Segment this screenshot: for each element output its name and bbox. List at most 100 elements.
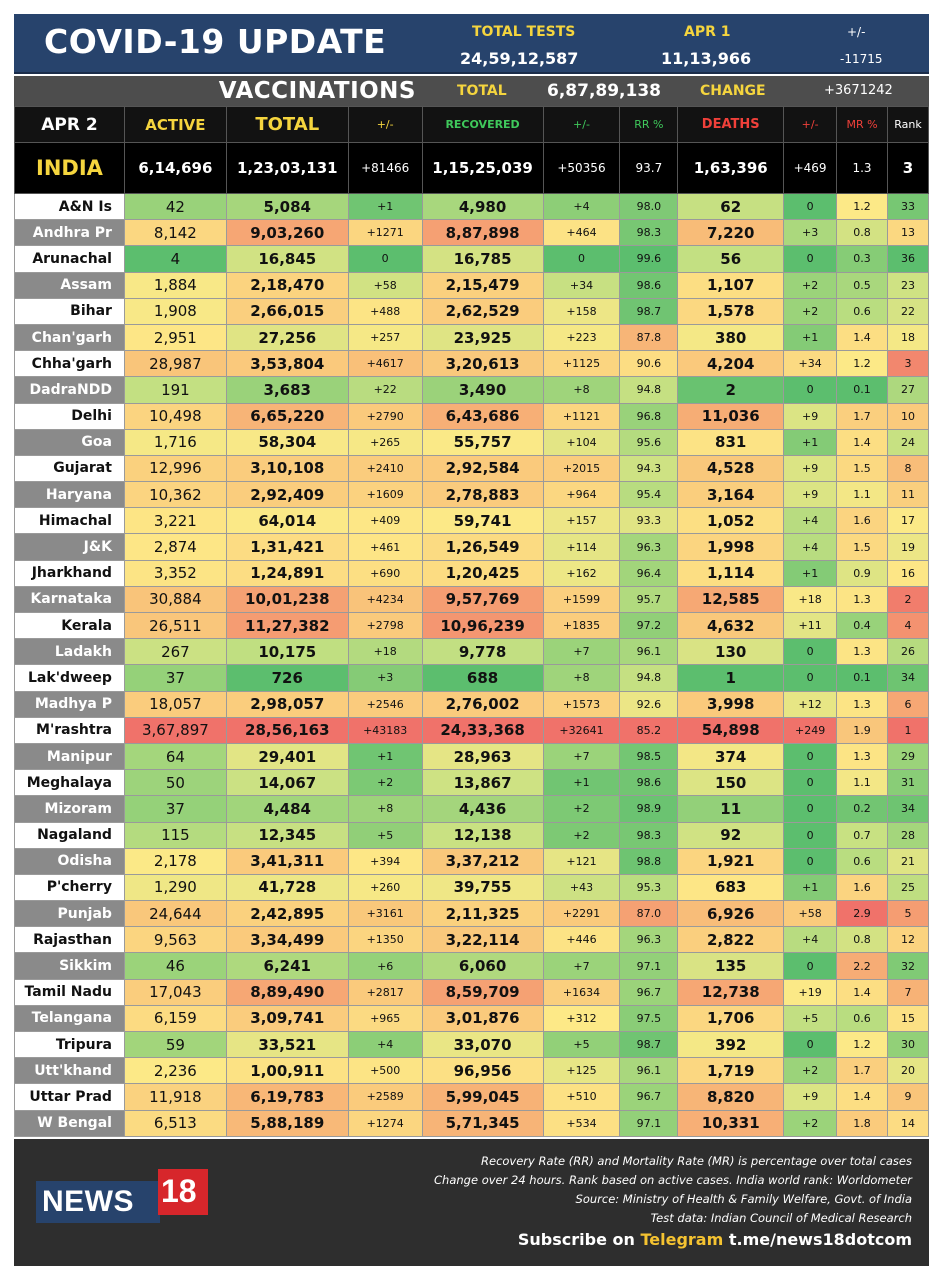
death-count: 62: [677, 192, 785, 221]
telegram-link[interactable]: t.me/news18dotcom: [728, 1230, 912, 1249]
recovered-change: +2: [542, 821, 621, 849]
total-change: +1271: [347, 219, 423, 247]
recovery-rate: 95.6: [619, 428, 679, 456]
deaths-change: +4: [783, 507, 838, 535]
india-recovered: 1,15,25,039: [421, 142, 544, 194]
death-count: 7,220: [677, 219, 785, 247]
recovered-cases: 2,92,584: [421, 454, 544, 483]
death-count: 1,114: [677, 559, 785, 587]
footer-note: Recovery Rate (RR) and Mortality Rate (M…: [481, 1154, 912, 1168]
rank: 31: [886, 769, 930, 797]
footer: NEWS 18 Recovery Rate (RR) and Mortality…: [14, 1139, 929, 1266]
recovery-rate: 97.2: [619, 611, 679, 640]
active-cases: 3,67,897: [123, 716, 227, 744]
mortality-rate: 1.5: [836, 454, 888, 483]
recovered-change: +121: [542, 847, 621, 875]
total-change: +965: [347, 1004, 423, 1033]
state-data-table: APR 2 ACTIVE TOTAL +/- RECOVERED +/- RR …: [14, 106, 930, 1137]
recovery-rate: 97.1: [619, 1109, 679, 1137]
state-name: Arunachal: [14, 245, 125, 273]
state-name: Goa: [14, 428, 125, 456]
state-name: Telangana: [14, 1004, 125, 1033]
table-row: Nagaland 115 12,345 +5 12,138 +2 98.3 92 0 0.7 28: [14, 821, 930, 849]
recovered-cases: 4,436: [421, 795, 544, 823]
logo-news-text: NEWS: [42, 1185, 134, 1218]
mortality-rate: 1.9: [836, 716, 888, 744]
state-name: A&N Is: [14, 192, 125, 221]
recovery-rate: 87.8: [619, 323, 679, 352]
recovered-change: +158: [542, 297, 621, 325]
rank: 21: [886, 847, 930, 875]
mortality-rate: 2.2: [836, 952, 888, 980]
death-count: 1,706: [677, 1004, 785, 1033]
table-row: DadraNDD 191 3,683 +22 3,490 +8 94.8 2 0 0.1 27: [14, 376, 930, 404]
state-name: Karnataka: [14, 585, 125, 614]
recovered-cases: 1,26,549: [421, 533, 544, 561]
deaths-change: +9: [783, 454, 838, 483]
total-change: 0: [347, 245, 423, 273]
active-cases: 9,563: [123, 926, 227, 954]
deaths-change: 0: [783, 742, 838, 771]
total-change: +1274: [347, 1109, 423, 1137]
mortality-rate: 1.5: [836, 533, 888, 561]
death-count: 4,204: [677, 350, 785, 378]
recovered-cases: 2,78,883: [421, 481, 544, 509]
rank: 13: [886, 219, 930, 247]
total-cases: 28,56,163: [225, 716, 349, 744]
total-cases: 2,92,409: [225, 481, 349, 509]
mortality-rate: 1.3: [836, 638, 888, 666]
deaths-change: +18: [783, 585, 838, 614]
mortality-rate: 1.6: [836, 873, 888, 902]
state-name: Mizoram: [14, 795, 125, 823]
active-cases: 24,644: [123, 900, 227, 928]
state-name: J&K: [14, 533, 125, 561]
death-count: 1,107: [677, 271, 785, 299]
total-change: +2546: [347, 690, 423, 718]
rank: 19: [886, 533, 930, 561]
active-cases: 3,221: [123, 507, 227, 535]
table-row: Rajasthan 9,563 3,34,499 +1350 3,22,114 +446 9…: [14, 926, 930, 954]
table-row: Arunachal 4 16,845 0 16,785 0 99.6 56 0 0.3 36: [14, 245, 930, 273]
recovered-change: +1125: [542, 350, 621, 378]
table-row: Jharkhand 3,352 1,24,891 +690 1,20,425 +162 96…: [14, 559, 930, 587]
table-row: Manipur 64 29,401 +1 28,963 +7 98.5 374 0 1.3 29: [14, 742, 930, 771]
active-cases: 8,142: [123, 219, 227, 247]
state-name: Jharkhand: [14, 559, 125, 587]
recovered-cases: 59,741: [421, 507, 544, 535]
deaths-change: +5: [783, 1004, 838, 1033]
total-cases: 2,98,057: [225, 690, 349, 718]
rank: 7: [886, 978, 930, 1006]
state-name: Nagaland: [14, 821, 125, 849]
recovered-change: +157: [542, 507, 621, 535]
recovered-change: +464: [542, 219, 621, 247]
state-name: Rajasthan: [14, 926, 125, 954]
active-cases: 6,159: [123, 1004, 227, 1033]
total-cases: 8,89,490: [225, 978, 349, 1006]
recovery-rate: 94.8: [619, 376, 679, 404]
recovered-cases: 55,757: [421, 428, 544, 456]
mortality-rate: 1.1: [836, 481, 888, 509]
table-row: Odisha 2,178 3,41,311 +394 3,37,212 +121 98.8 1…: [14, 847, 930, 875]
active-cases: 59: [123, 1030, 227, 1059]
death-count: 1,719: [677, 1057, 785, 1085]
deaths-change: 0: [783, 638, 838, 666]
active-cases: 37: [123, 664, 227, 692]
total-cases: 3,683: [225, 376, 349, 404]
active-cases: 64: [123, 742, 227, 771]
mortality-rate: 1.7: [836, 1057, 888, 1085]
recovery-rate: 87.0: [619, 900, 679, 928]
state-name: Himachal: [14, 507, 125, 535]
vaccinations-band: VACCINATIONS TOTAL 6,87,89,138 CHANGE +3…: [14, 76, 929, 106]
india-rr: 93.7: [619, 142, 679, 194]
deaths-change: +11: [783, 611, 838, 640]
death-count: 374: [677, 742, 785, 771]
total-cases: 6,65,220: [225, 402, 349, 430]
table-row: Delhi 10,498 6,65,220 +2790 6,43,686 +1121 96.…: [14, 402, 930, 430]
recovered-change: +114: [542, 533, 621, 561]
state-name: Tripura: [14, 1030, 125, 1059]
total-change: +2: [347, 769, 423, 797]
rank: 17: [886, 507, 930, 535]
total-cases: 10,01,238: [225, 585, 349, 614]
mortality-rate: 0.4: [836, 611, 888, 640]
recovered-change: +34: [542, 271, 621, 299]
